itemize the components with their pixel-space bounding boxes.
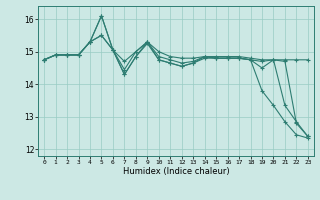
X-axis label: Humidex (Indice chaleur): Humidex (Indice chaleur) <box>123 167 229 176</box>
